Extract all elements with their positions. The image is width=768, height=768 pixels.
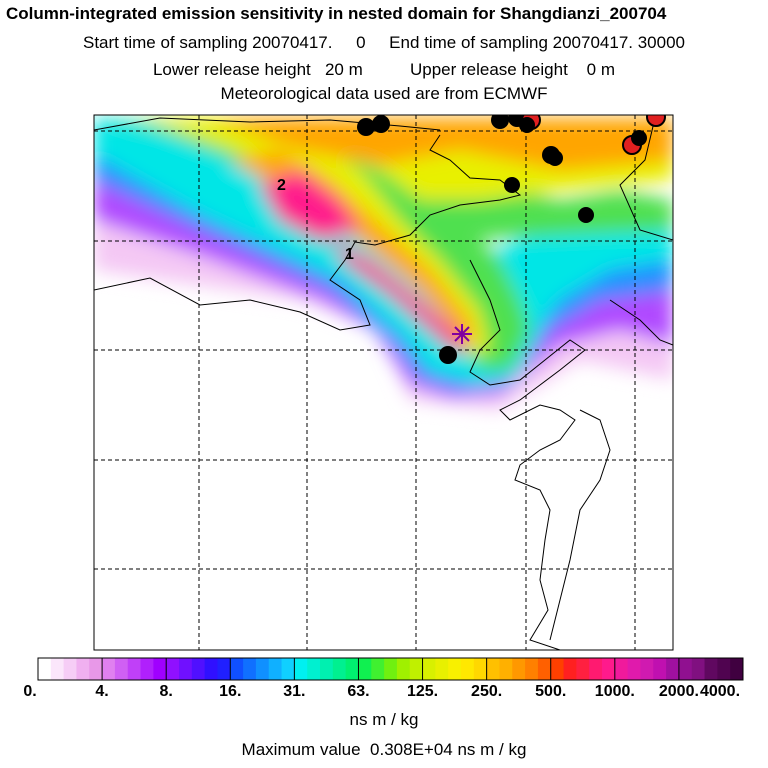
colorbar-tick-label: 8. [159,683,173,700]
colorbar-segment [666,658,680,680]
trajectory-label-1: 1 [345,246,354,263]
receptor-dot [504,177,520,193]
colorbar-segment [396,658,411,680]
colorbar-segment [179,658,193,680]
colorbar-segment [576,658,590,680]
colorbar-tick-label: 1000. [594,683,635,700]
colorbar-segment [461,658,475,680]
colorbar-segment [486,658,500,680]
colorbar-segment [525,658,539,680]
colorbar-segment [371,658,385,680]
colorbar-segment [448,658,462,680]
colorbar-segment [627,658,641,680]
colorbar-border [37,657,744,681]
colorbar-segment [191,658,206,680]
colorbar-segment [230,658,244,680]
colorbar-tick-label: 4. [95,683,109,700]
receptor-dot [519,117,535,133]
map-frame [93,114,674,651]
map-title: Column-integrated emission sensitivity i… [6,4,667,23]
colorbar-segment [332,658,347,680]
colorbar-segment [653,658,667,680]
receptor-dot [357,118,375,136]
colorbar-tick-label: 63. [347,683,370,700]
receptor-dot [547,150,563,166]
receptor-dot [439,346,457,364]
colorbar-tick-label: 250. [471,683,503,700]
colorbar-segment [640,658,654,680]
colorbar-segment [204,658,218,680]
release-heights: Lower release height 20 m Upper release … [152,60,616,79]
colorbar-segment [268,658,283,680]
colorbar-segment [102,658,116,680]
coastlines [94,117,673,650]
sampling-times: Start time of sampling 20070417. 0 End t… [83,33,685,52]
colorbar-segment [127,658,142,680]
sensitivity-field [94,115,673,650]
colorbar-segment [89,658,103,680]
colorbar-tick-label: 2000. [658,683,699,700]
receptor-points [357,115,666,364]
colorbar-segment [691,658,706,680]
receptor-dot [578,207,594,223]
colorbar-segment [153,658,167,680]
colorbar-segment [730,658,744,680]
receptor-dot [491,115,509,129]
colorbar-tick-label: 500. [535,683,567,700]
colorbar-segment [76,658,90,680]
colorbar-tick-label: 0. [23,683,37,700]
colorbar-tick-label: 4000. [699,683,741,700]
receptor-dot [372,115,390,133]
colorbar-segment [345,658,359,680]
met-data-source: Meteorological data used are from ECMWF [220,84,548,103]
colorbar-segment [550,658,565,680]
colorbar-segment [140,658,154,680]
colorbar-tick-label: 31. [283,683,306,700]
colorbar-segment [422,658,436,680]
colorbar-segment [384,658,398,680]
colorbar-segment [717,658,731,680]
colorbar-segment [473,658,488,680]
colorbar-segment [217,658,231,680]
colorbar [37,657,744,681]
colorbar-segment [435,658,449,680]
colorbar-segment [704,658,718,680]
colorbar-segment [602,658,616,680]
colorbar-segment [358,658,372,680]
colorbar-tick-label: 16. [219,683,242,700]
colorbar-unit: ns m / kg [349,710,419,729]
colorbar-segment [409,658,424,680]
colorbar-segment [537,658,552,680]
receptor-dot [631,130,647,146]
colorbar-segment [320,658,334,680]
trajectory-label-2: 2 [277,177,286,194]
colorbar-segment [243,658,257,680]
colorbar-segment [50,658,65,680]
colorbar-segment [63,658,77,680]
colorbar-segment [589,658,603,680]
receptor-dot [646,115,666,127]
colorbar-segment [512,658,526,680]
colorbar-segment [678,658,693,680]
colorbar-segment [114,658,129,680]
colorbar-segment [563,658,577,680]
colorbar-segment [255,658,270,680]
colorbar-segment [614,658,629,680]
release-site-star [452,324,472,344]
maximum-value: Maximum value 0.308E+04 ns m / kg [241,740,527,759]
colorbar-segment [307,658,321,680]
colorbar-segment [281,658,295,680]
colorbar-segment [38,658,52,680]
colorbar-segment [294,658,308,680]
colorbar-segment [166,658,180,680]
colorbar-tick-label: 125. [406,683,439,700]
colorbar-segment [499,658,513,680]
